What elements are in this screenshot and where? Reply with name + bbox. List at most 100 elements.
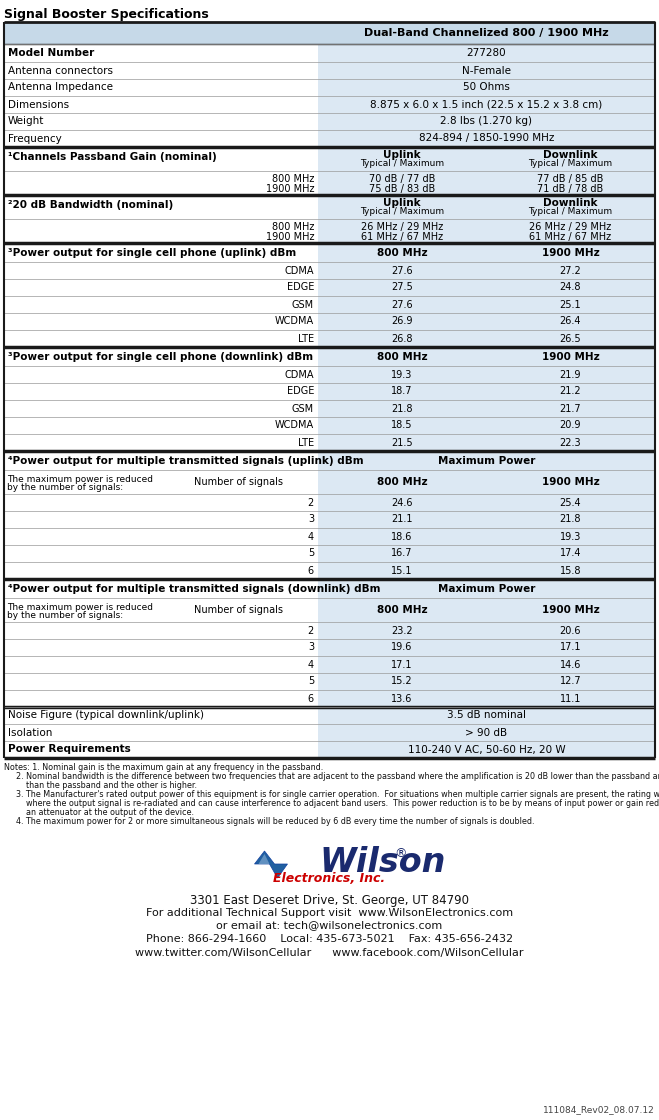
Bar bbox=[318, 673, 486, 690]
Bar bbox=[318, 400, 486, 417]
Text: 21.2: 21.2 bbox=[559, 386, 581, 396]
Text: 70 dB / 77 dB: 70 dB / 77 dB bbox=[369, 174, 435, 184]
Bar bbox=[486, 435, 655, 451]
Bar bbox=[4, 62, 318, 80]
Bar bbox=[486, 545, 655, 562]
Text: 3301 East Deseret Drive, St. George, UT 84790: 3301 East Deseret Drive, St. George, UT … bbox=[190, 894, 469, 907]
Bar bbox=[486, 598, 655, 622]
Bar bbox=[318, 417, 486, 435]
Bar bbox=[486, 673, 655, 690]
Text: Dimensions: Dimensions bbox=[8, 100, 69, 110]
Text: 3: 3 bbox=[308, 643, 314, 653]
Text: 4. The maximum power for 2 or more simultaneous signals will be reduced by 6 dB : 4. The maximum power for 2 or more simul… bbox=[16, 816, 534, 827]
Text: 17.4: 17.4 bbox=[559, 549, 581, 559]
Text: Phone: 866-294-1660    Local: 435-673-5021    Fax: 435-656-2432: Phone: 866-294-1660 Local: 435-673-5021 … bbox=[146, 934, 513, 944]
Text: 800 MHz: 800 MHz bbox=[272, 174, 314, 184]
Text: Maximum Power: Maximum Power bbox=[438, 456, 535, 466]
Text: 77 dB / 85 dB: 77 dB / 85 dB bbox=[537, 174, 604, 184]
Text: 18.7: 18.7 bbox=[391, 386, 413, 396]
Text: Downlink: Downlink bbox=[543, 198, 598, 208]
Bar bbox=[486, 383, 655, 400]
Text: Antenna connectors: Antenna connectors bbox=[8, 65, 113, 75]
Text: 2: 2 bbox=[308, 497, 314, 507]
Bar bbox=[4, 113, 318, 130]
Text: GSM: GSM bbox=[292, 299, 314, 309]
Text: 71 dB / 78 dB: 71 dB / 78 dB bbox=[537, 184, 604, 194]
Bar bbox=[318, 220, 486, 243]
Bar bbox=[318, 690, 486, 707]
Bar bbox=[318, 330, 486, 347]
Bar bbox=[4, 262, 318, 279]
Bar bbox=[4, 690, 318, 707]
Text: 12.7: 12.7 bbox=[559, 676, 581, 687]
Text: 3.5 dB nominal: 3.5 dB nominal bbox=[447, 710, 526, 720]
Text: 26.9: 26.9 bbox=[391, 317, 413, 327]
Bar bbox=[486, 640, 655, 656]
Bar bbox=[318, 383, 486, 400]
Bar bbox=[4, 511, 318, 528]
Text: ⁴Power output for multiple transmitted signals (uplink) dBm: ⁴Power output for multiple transmitted s… bbox=[8, 456, 364, 466]
Bar bbox=[486, 347, 655, 366]
Bar bbox=[486, 690, 655, 707]
Bar bbox=[486, 494, 655, 511]
Text: N-Female: N-Female bbox=[462, 65, 511, 75]
Text: 19.3: 19.3 bbox=[391, 370, 413, 380]
Text: 17.1: 17.1 bbox=[391, 660, 413, 670]
Bar bbox=[318, 44, 655, 62]
Text: 824-894 / 1850-1990 MHz: 824-894 / 1850-1990 MHz bbox=[419, 133, 554, 143]
Text: 61 MHz / 67 MHz: 61 MHz / 67 MHz bbox=[361, 232, 443, 242]
Bar bbox=[4, 673, 318, 690]
Text: 18.6: 18.6 bbox=[391, 532, 413, 541]
Text: 5: 5 bbox=[308, 549, 314, 559]
Text: 111084_Rev02_08.07.12: 111084_Rev02_08.07.12 bbox=[543, 1105, 655, 1114]
Text: 8.875 x 6.0 x 1.5 inch (22.5 x 15.2 x 3.8 cm): 8.875 x 6.0 x 1.5 inch (22.5 x 15.2 x 3.… bbox=[370, 100, 602, 110]
Bar bbox=[318, 435, 486, 451]
PathPatch shape bbox=[254, 851, 287, 878]
Bar bbox=[4, 330, 318, 347]
Text: 24.6: 24.6 bbox=[391, 497, 413, 507]
Text: 15.1: 15.1 bbox=[391, 566, 413, 576]
Text: 1900 MHz: 1900 MHz bbox=[542, 477, 600, 487]
Text: CDMA: CDMA bbox=[285, 265, 314, 276]
Text: Model Number: Model Number bbox=[8, 48, 94, 58]
Text: 19.3: 19.3 bbox=[559, 532, 581, 541]
Bar bbox=[318, 707, 655, 724]
Text: LTE: LTE bbox=[298, 334, 314, 344]
Text: Typical / Maximum: Typical / Maximum bbox=[360, 159, 444, 168]
Bar bbox=[4, 640, 318, 656]
Bar bbox=[486, 470, 655, 494]
Text: 21.8: 21.8 bbox=[391, 403, 413, 413]
Bar bbox=[4, 562, 318, 579]
Text: Uplink: Uplink bbox=[383, 150, 421, 160]
Bar bbox=[4, 417, 318, 435]
Text: 24.8: 24.8 bbox=[559, 282, 581, 292]
Bar bbox=[4, 470, 159, 494]
Text: WCDMA: WCDMA bbox=[275, 317, 314, 327]
Bar bbox=[318, 312, 486, 330]
PathPatch shape bbox=[258, 853, 270, 864]
Text: 20.6: 20.6 bbox=[559, 625, 581, 635]
Bar bbox=[318, 741, 655, 758]
Bar bbox=[4, 171, 318, 195]
Bar bbox=[486, 528, 655, 545]
Bar bbox=[4, 741, 318, 758]
Text: 277280: 277280 bbox=[467, 48, 506, 58]
Text: where the output signal is re-radiated and can cause interference to adjacent ba: where the output signal is re-radiated a… bbox=[26, 799, 659, 808]
Text: Electronics, Inc.: Electronics, Inc. bbox=[273, 872, 386, 886]
Text: Noise Figure (typical downlink/uplink): Noise Figure (typical downlink/uplink) bbox=[8, 710, 204, 720]
Bar bbox=[318, 96, 655, 113]
Bar bbox=[318, 296, 486, 312]
Text: Weight: Weight bbox=[8, 116, 44, 127]
Text: Number of signals: Number of signals bbox=[194, 605, 283, 615]
Bar bbox=[318, 494, 486, 511]
Bar bbox=[486, 400, 655, 417]
Bar bbox=[318, 195, 486, 220]
Text: by the number of signals:: by the number of signals: bbox=[7, 484, 123, 493]
Text: 2: 2 bbox=[308, 625, 314, 635]
Bar bbox=[4, 451, 318, 470]
Text: 6: 6 bbox=[308, 566, 314, 576]
Text: Number of signals: Number of signals bbox=[194, 477, 283, 487]
Text: 3. The Manufacturer's rated output power of this equipment is for single carrier: 3. The Manufacturer's rated output power… bbox=[16, 790, 659, 799]
Text: 19.6: 19.6 bbox=[391, 643, 413, 653]
Bar bbox=[4, 22, 655, 44]
